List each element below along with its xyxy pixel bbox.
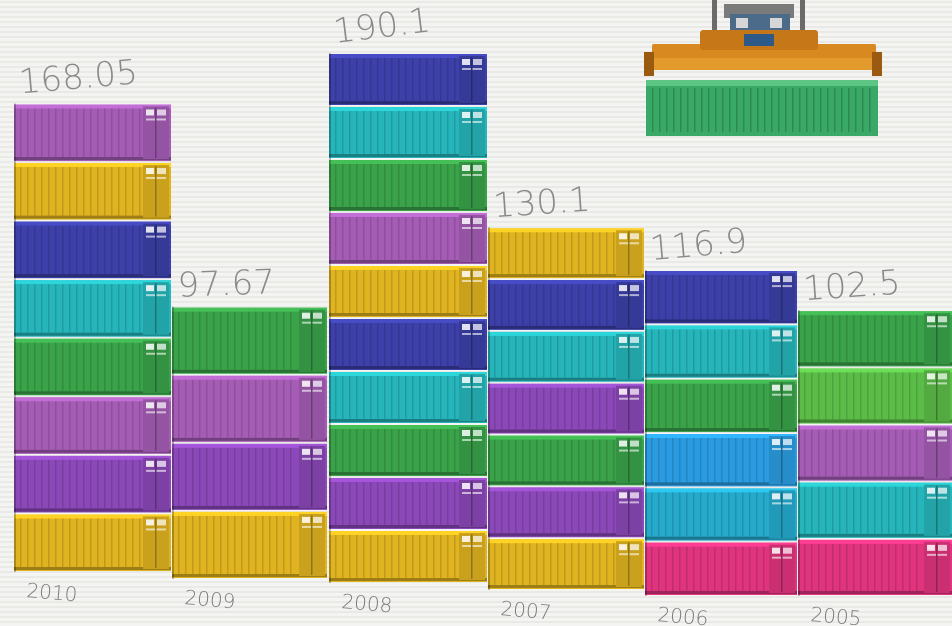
container-2007-1 bbox=[488, 539, 644, 589]
container-2007-7 bbox=[488, 228, 644, 279]
container-2008-8 bbox=[329, 160, 487, 211]
tick-label-2009: 2009 bbox=[184, 585, 237, 613]
container-2008-3 bbox=[329, 425, 487, 476]
container-2005-1 bbox=[798, 539, 952, 595]
container-2008-9 bbox=[329, 107, 487, 158]
container-2010-6 bbox=[14, 221, 171, 279]
container-2006-2 bbox=[645, 488, 797, 541]
value-label-2007: 130.1 bbox=[492, 180, 592, 227]
bar-2006 bbox=[645, 270, 797, 596]
container-2007-4 bbox=[488, 383, 644, 434]
value-label-2008: 190.1 bbox=[331, 0, 432, 52]
container-2009-3 bbox=[172, 375, 327, 442]
labels-group: 168.05 2010 97.67 2009 190.1 2008 130.1 2007 116… bbox=[17, 0, 901, 626]
bar-2010 bbox=[14, 103, 171, 573]
value-label-2006: 116.9 bbox=[648, 221, 748, 269]
container-2010-7 bbox=[14, 163, 171, 220]
container-2008-10 bbox=[329, 54, 487, 105]
container-2006-4 bbox=[645, 379, 797, 433]
tick-label-2008: 2008 bbox=[341, 589, 394, 617]
container-2008-7 bbox=[329, 213, 487, 264]
container-2009-1 bbox=[172, 511, 327, 578]
container-2008-2 bbox=[329, 478, 487, 529]
container-2008-4 bbox=[329, 372, 487, 423]
tick-label-2007: 2007 bbox=[500, 596, 553, 624]
bars-group bbox=[14, 53, 952, 596]
tick-label-2010: 2010 bbox=[26, 578, 79, 606]
container-2010-3 bbox=[14, 397, 171, 454]
value-label-2005: 102.5 bbox=[802, 263, 902, 310]
container-2008-6 bbox=[329, 266, 487, 317]
container-2008-5 bbox=[329, 319, 487, 370]
container-2006-6 bbox=[645, 271, 797, 324]
container-2010-2 bbox=[14, 455, 171, 513]
container-2005-4 bbox=[798, 368, 952, 424]
bar-2008 bbox=[329, 53, 487, 583]
bar-2007 bbox=[488, 227, 644, 590]
container-2005-3 bbox=[798, 425, 952, 481]
container-2005-2 bbox=[798, 482, 952, 538]
container-2009-4 bbox=[172, 307, 327, 374]
container-2007-2 bbox=[488, 487, 644, 538]
tick-label-2005: 2005 bbox=[810, 602, 863, 626]
container-2010-5 bbox=[14, 280, 171, 337]
container-2008-1 bbox=[329, 531, 487, 582]
crane-spreader-lifting-container-icon bbox=[644, 0, 882, 136]
container-2006-1 bbox=[645, 542, 797, 595]
container-2010-4 bbox=[14, 338, 171, 396]
container-2010-8 bbox=[14, 104, 171, 162]
container-2006-5 bbox=[645, 325, 797, 378]
bar-2009 bbox=[172, 306, 327, 579]
tick-label-2006: 2006 bbox=[657, 602, 710, 626]
container-2005-5 bbox=[798, 311, 952, 367]
container-2009-2 bbox=[172, 443, 327, 510]
container-2010-1 bbox=[14, 514, 171, 571]
container-2007-6 bbox=[488, 280, 644, 330]
container-2007-3 bbox=[488, 435, 644, 486]
bar-2005 bbox=[798, 310, 952, 596]
container-2006-3 bbox=[645, 434, 797, 487]
container-2007-5 bbox=[488, 331, 644, 382]
value-label-2009: 97.67 bbox=[177, 262, 276, 305]
value-label-2010: 168.05 bbox=[17, 52, 139, 102]
